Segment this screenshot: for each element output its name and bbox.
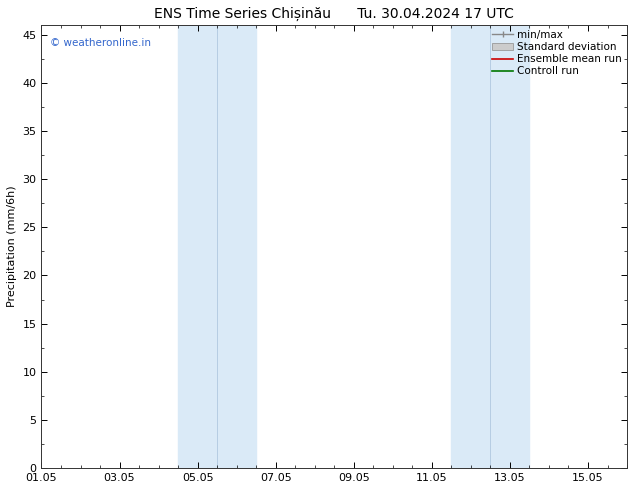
Title: ENS Time Series Chișinău      Tu. 30.04.2024 17 UTC: ENS Time Series Chișinău Tu. 30.04.2024 … — [154, 7, 514, 21]
Bar — [451, 25, 529, 468]
Legend: min/max, Standard deviation, Ensemble mean run, Controll run: min/max, Standard deviation, Ensemble me… — [492, 30, 622, 76]
Text: © weatheronline.in: © weatheronline.in — [50, 38, 152, 48]
Y-axis label: Precipitation (mm/6h): Precipitation (mm/6h) — [7, 186, 17, 307]
Bar — [178, 25, 256, 468]
